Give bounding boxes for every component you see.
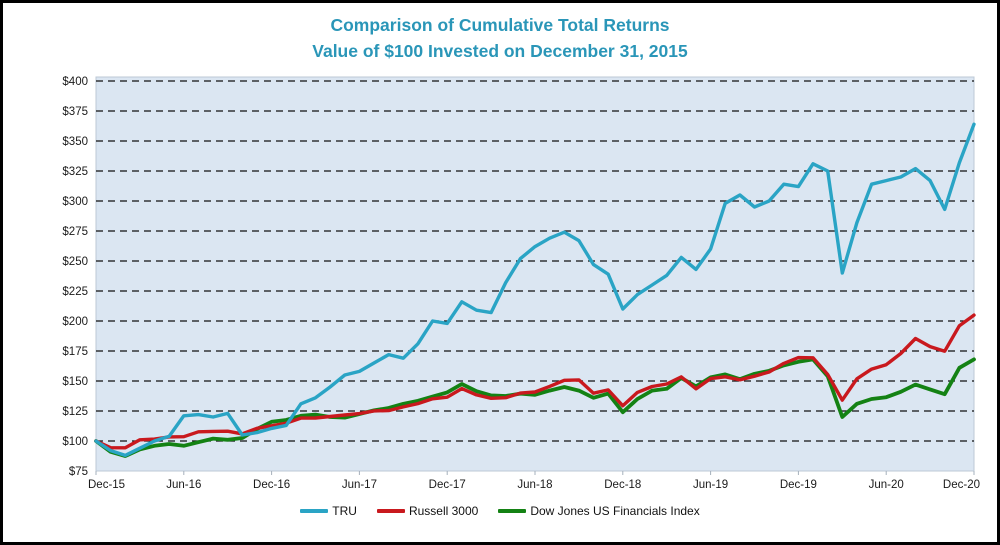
- legend-item-dow-jones-us-financials: Dow Jones US Financials Index: [498, 504, 700, 518]
- x-axis-tick-label: Jun-20: [869, 479, 904, 491]
- y-axis-tick-label: $175: [62, 346, 88, 358]
- chart-legend: TRU Russell 3000 Dow Jones US Financials…: [3, 494, 997, 528]
- y-axis-tick-label: $75: [69, 466, 88, 478]
- y-axis-tick-label: $325: [62, 166, 88, 178]
- legend-label-dow-jones-us-financials: Dow Jones US Financials Index: [530, 504, 700, 518]
- x-axis-tick-label: Dec-20: [943, 479, 980, 491]
- legend-item-tru: TRU: [300, 504, 357, 518]
- y-axis-tick-label: $150: [62, 376, 88, 388]
- x-axis-tick-label: Jun-16: [166, 479, 201, 491]
- x-axis-tick-label: Dec-16: [253, 479, 290, 491]
- legend-label-tru: TRU: [332, 504, 357, 518]
- y-axis-tick-label: $400: [62, 76, 88, 88]
- y-axis-tick-label: $350: [62, 136, 88, 148]
- chart-title-line2: Value of $100 Invested on December 31, 2…: [312, 41, 688, 61]
- chart-title: Comparison of Cumulative Total Returns V…: [3, 3, 997, 66]
- y-axis-tick-label: $200: [62, 316, 88, 328]
- y-axis-tick-label: $300: [62, 196, 88, 208]
- x-axis-tick-label: Dec-19: [780, 479, 817, 491]
- x-axis-tick-label: Dec-18: [604, 479, 641, 491]
- series-line-tru: [94, 122, 976, 458]
- chart-title-line1: Comparison of Cumulative Total Returns: [330, 15, 670, 35]
- y-axis-tick-label: $250: [62, 256, 88, 268]
- y-axis-tick-label: $100: [62, 436, 88, 448]
- y-axis-tick-label: $225: [62, 286, 88, 298]
- y-axis-tick-label: $275: [62, 226, 88, 238]
- dow-jones-us-financials-line-swatch: [498, 509, 527, 513]
- x-axis-tick-label: Jun-19: [693, 479, 728, 491]
- cumulative-returns-line-chart: $75 $100 $125 $150 $175 $200 $225 $250 $275 $300 $…: [62, 76, 980, 491]
- x-axis-tick-label: Jun-18: [517, 479, 552, 491]
- x-axis-tick-label: Dec-17: [429, 479, 466, 491]
- y-axis-tick-label: $375: [62, 106, 88, 118]
- russell-3000-line-swatch: [376, 509, 405, 513]
- tru-line-swatch: [300, 509, 329, 513]
- y-axis-tick-label: $125: [62, 406, 88, 418]
- legend-item-russell-3000: Russell 3000: [376, 504, 479, 518]
- x-axis-tick-label: Dec-15: [88, 479, 125, 491]
- legend-label-russell-3000: Russell 3000: [408, 504, 479, 518]
- x-axis-tick-label: Jun-17: [342, 479, 377, 491]
- plot-area: [95, 76, 975, 472]
